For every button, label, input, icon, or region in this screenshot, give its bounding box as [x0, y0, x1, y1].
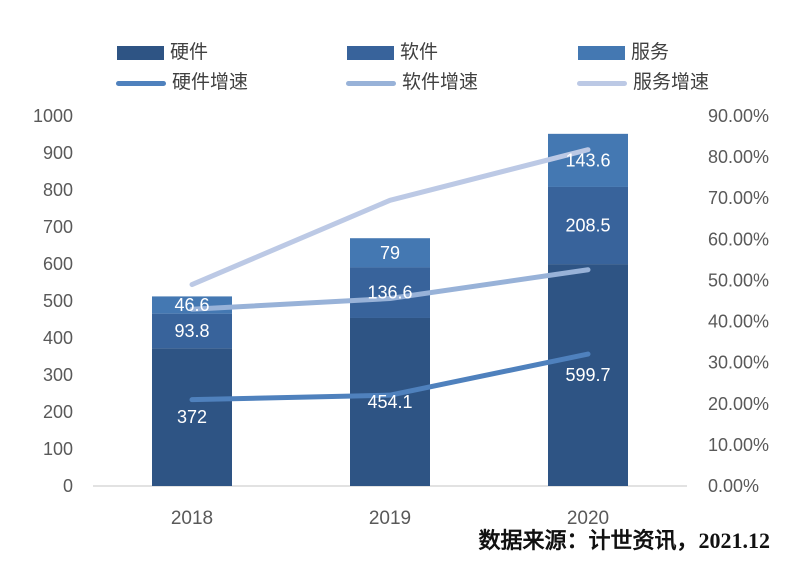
- bar-value-label: 372: [177, 407, 207, 427]
- y-axis-right-tick-label: 70.00%: [708, 188, 769, 208]
- legend-item-software-growth: 软件增速: [346, 73, 478, 93]
- bar-segment: [350, 238, 430, 268]
- y-axis-right-tick-label: 40.00%: [708, 312, 769, 332]
- legend-item-hardware-growth: 硬件增速: [116, 73, 248, 93]
- source-note: 数据来源：计世资讯，2021.12: [478, 528, 770, 553]
- y-axis-right-tick-label: 30.00%: [708, 353, 769, 373]
- service-swatch-icon: [578, 46, 625, 60]
- legend-label-hardware-growth: 硬件增速: [172, 72, 249, 93]
- y-axis-left-tick-label: 100: [43, 439, 73, 459]
- bar-value-label: 93.8: [174, 321, 209, 341]
- bar-value-label: 143.6: [565, 150, 610, 170]
- x-axis-category-label: 2018: [171, 508, 213, 529]
- bar-segment: [548, 186, 628, 265]
- bar-segment: [152, 348, 232, 486]
- legend-item-hardware: 硬件: [117, 43, 208, 63]
- legend-item-service: 服务: [578, 43, 669, 63]
- bar-value-label: 208.5: [565, 216, 610, 236]
- bar-value-label: 136.6: [367, 283, 412, 303]
- y-axis-left-tick-label: 800: [43, 180, 73, 200]
- bar-segment: [152, 313, 232, 349]
- legend-item-service-growth: 服务增速: [577, 73, 709, 93]
- y-axis-left-tick-label: 500: [43, 291, 73, 311]
- y-axis-left-tick-label: 400: [43, 328, 73, 348]
- y-axis-left-tick-label: 300: [43, 365, 73, 385]
- bar-segment: [350, 317, 430, 486]
- bar-value-label: 599.7: [565, 365, 610, 385]
- y-axis-left-tick-label: 700: [43, 217, 73, 237]
- legend-item-software: 软件: [347, 43, 438, 63]
- y-axis-left-tick-label: 600: [43, 254, 73, 274]
- y-axis-right-tick-label: 80.00%: [708, 147, 769, 167]
- x-axis-category-label: 2019: [369, 508, 411, 529]
- y-axis-right-tick-label: 10.00%: [708, 435, 769, 455]
- bar-segment: [548, 264, 628, 486]
- growth-line: [189, 351, 591, 403]
- y-axis-left-tick-label: 200: [43, 402, 73, 422]
- legend-label-service: 服务: [631, 42, 670, 63]
- y-axis-right-tick-label: 20.00%: [708, 394, 769, 414]
- y-axis-left-tick-label: 900: [43, 143, 73, 163]
- y-axis-left-tick-label: 1000: [33, 106, 73, 126]
- bar-value-label: 46.6: [174, 295, 209, 315]
- hardware-swatch-icon: [117, 46, 164, 60]
- bar-value-label: 79: [380, 243, 400, 263]
- y-axis-right-tick-label: 50.00%: [708, 270, 769, 290]
- y-axis-right-tick-label: 90.00%: [708, 106, 769, 126]
- x-axis-category-label: 2020: [567, 508, 609, 529]
- software-swatch-icon: [347, 46, 394, 60]
- y-axis-left-tick-label: 0: [63, 476, 73, 496]
- service-growth-line-icon: [577, 80, 627, 86]
- legend-label-software: 软件: [400, 42, 439, 63]
- y-axis-right-tick-label: 0.00%: [708, 476, 759, 496]
- software-growth-line-icon: [346, 80, 396, 86]
- hardware-growth-line-icon: [116, 80, 166, 86]
- growth-line: [189, 147, 591, 288]
- legend-label-hardware: 硬件: [170, 42, 209, 63]
- legend-label-software-growth: 软件增速: [402, 72, 479, 93]
- bar-value-label: 454.1: [367, 392, 412, 412]
- legend-label-service-growth: 服务增速: [633, 72, 710, 93]
- growth-line: [189, 267, 591, 312]
- y-axis-right-tick-label: 60.00%: [708, 229, 769, 249]
- bar-segment: [548, 133, 628, 187]
